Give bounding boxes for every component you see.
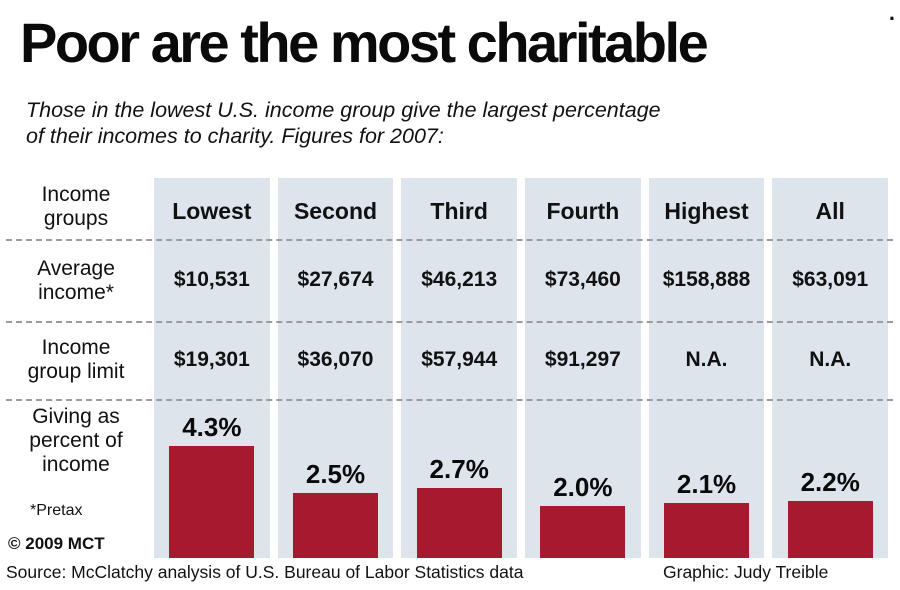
column-header: Second xyxy=(293,198,378,224)
giving-percent-label: 2.5% xyxy=(305,459,366,489)
row-label-average-income: Average income* xyxy=(37,257,115,305)
giving-bar xyxy=(664,503,750,558)
avg-income-value: $158,888 xyxy=(662,268,751,291)
giving-bar xyxy=(787,501,873,558)
group-limit-value: $57,944 xyxy=(421,348,498,371)
column-lowest: Lowest $10,531 $19,301 4.3% xyxy=(154,178,270,558)
avg-income-value: $10,531 xyxy=(173,268,250,291)
subtitle-line-1: Those in the lowest U.S. income group gi… xyxy=(26,98,661,122)
subtitle: Those in the lowest U.S. income group gi… xyxy=(26,97,661,149)
giving-percent-label: 2.1% xyxy=(676,469,737,499)
giving-bar-group: 2.7% xyxy=(401,454,517,558)
data-columns: Lowest $10,531 $19,301 4.3% Second $27,6… xyxy=(154,178,889,558)
group-limit-value: N.A. xyxy=(685,348,728,371)
copyright-notice: © 2009 MCT xyxy=(8,534,105,553)
giving-percent-label: 2.0% xyxy=(553,472,613,502)
column-third: Third $46,213 $57,944 2.7% xyxy=(401,178,518,558)
column-fourth: Fourth $73,460 $91,297 2.0% xyxy=(525,178,641,558)
row-label-column: Income groups Average income* Income gro… xyxy=(0,178,152,558)
row-label-giving-percent: Giving as percent of income xyxy=(29,405,123,477)
giving-bar-group: 2.0% xyxy=(525,472,641,558)
avg-income-value: $73,460 xyxy=(544,268,621,291)
column-second: Second $27,674 $36,070 2.5% xyxy=(277,178,394,558)
column-header: Highest xyxy=(664,198,749,224)
column-header: Fourth xyxy=(546,198,620,224)
avg-income-value: $27,674 xyxy=(297,268,374,291)
group-limit-value: $91,297 xyxy=(544,348,621,371)
page-title: Poor are the most charitable xyxy=(20,11,709,74)
avg-income-value: $46,213 xyxy=(421,268,498,291)
source-line: Source: McClatchy analysis of U.S. Burea… xyxy=(6,562,524,582)
column-header: All xyxy=(815,198,845,224)
giving-percent-label: 2.2% xyxy=(800,467,860,497)
corner-dot: . xyxy=(888,0,895,25)
row-label-income-groups: Income groups xyxy=(41,183,111,231)
column-header: Third xyxy=(430,198,488,224)
giving-bar xyxy=(540,506,626,558)
giving-bar xyxy=(169,446,255,558)
giving-percent-label: 2.7% xyxy=(429,454,489,484)
giving-bar-group: 2.1% xyxy=(649,469,765,558)
column-all: All $63,091 N.A. 2.2% xyxy=(772,178,889,558)
giving-bar-group: 4.3% xyxy=(154,412,270,558)
group-limit-value: $36,070 xyxy=(297,348,374,371)
group-limit-value: N.A. xyxy=(809,348,852,371)
giving-percent-label: 4.3% xyxy=(182,412,242,442)
row-divider xyxy=(6,399,893,401)
pretax-footnote: *Pretax xyxy=(30,502,83,519)
giving-bar-group: 2.2% xyxy=(772,467,888,558)
column-header: Lowest xyxy=(172,198,252,224)
row-divider xyxy=(6,321,893,323)
credit-line: Graphic: Judy Treible xyxy=(663,562,829,582)
group-limit-value: $19,301 xyxy=(173,348,250,371)
avg-income-value: $63,091 xyxy=(792,268,869,291)
row-divider xyxy=(6,239,893,241)
giving-bar xyxy=(293,493,378,558)
column-highest: Highest $158,888 N.A. 2.1% xyxy=(648,178,765,558)
giving-bar xyxy=(416,488,502,558)
giving-bar-group: 2.5% xyxy=(278,459,394,558)
row-label-income-group-limit: Income group limit xyxy=(27,336,125,384)
subtitle-line-2: of their incomes to charity. Figures for… xyxy=(26,124,444,149)
